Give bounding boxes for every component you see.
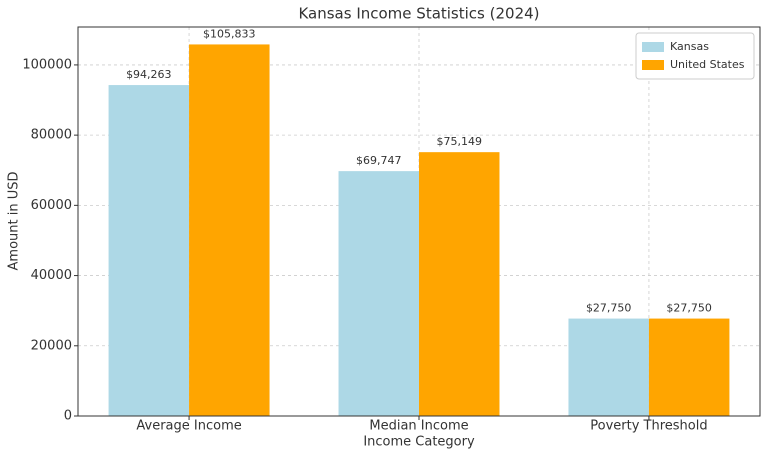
chart-title: Kansas Income Statistics (2024) bbox=[298, 5, 539, 23]
value-label: $27,750 bbox=[586, 302, 632, 315]
legend-label: United States bbox=[670, 58, 745, 71]
x-tick-label: Average Income bbox=[136, 419, 241, 434]
bar bbox=[419, 152, 500, 416]
x-tick-label: Median Income bbox=[369, 419, 468, 434]
legend bbox=[635, 32, 755, 80]
bar bbox=[648, 318, 730, 416]
y-tick-label: 20000 bbox=[31, 338, 72, 353]
value-label: $69,747 bbox=[356, 154, 402, 167]
bar bbox=[338, 171, 419, 416]
bar bbox=[189, 44, 270, 416]
value-label: $27,750 bbox=[666, 302, 712, 315]
y-tick-label: 60000 bbox=[31, 198, 72, 213]
legend-swatch bbox=[642, 42, 664, 52]
bar bbox=[568, 318, 649, 416]
y-axis-label: Amount in USD bbox=[7, 172, 22, 271]
x-axis-label: Income Category bbox=[363, 435, 475, 450]
value-label: $105,833 bbox=[203, 27, 256, 40]
y-tick-label: 100000 bbox=[22, 57, 72, 72]
value-label: $75,149 bbox=[436, 135, 482, 148]
y-tick-label: 0 bbox=[64, 409, 72, 424]
value-label: $94,263 bbox=[126, 68, 172, 81]
plot-frame bbox=[77, 26, 761, 417]
y-tick-label: 40000 bbox=[31, 268, 72, 283]
legend-swatch bbox=[642, 60, 664, 70]
bar bbox=[108, 85, 190, 417]
x-tick-label: Poverty Threshold bbox=[590, 419, 707, 434]
legend-label: Kansas bbox=[670, 40, 709, 53]
y-tick-label: 80000 bbox=[31, 128, 72, 143]
